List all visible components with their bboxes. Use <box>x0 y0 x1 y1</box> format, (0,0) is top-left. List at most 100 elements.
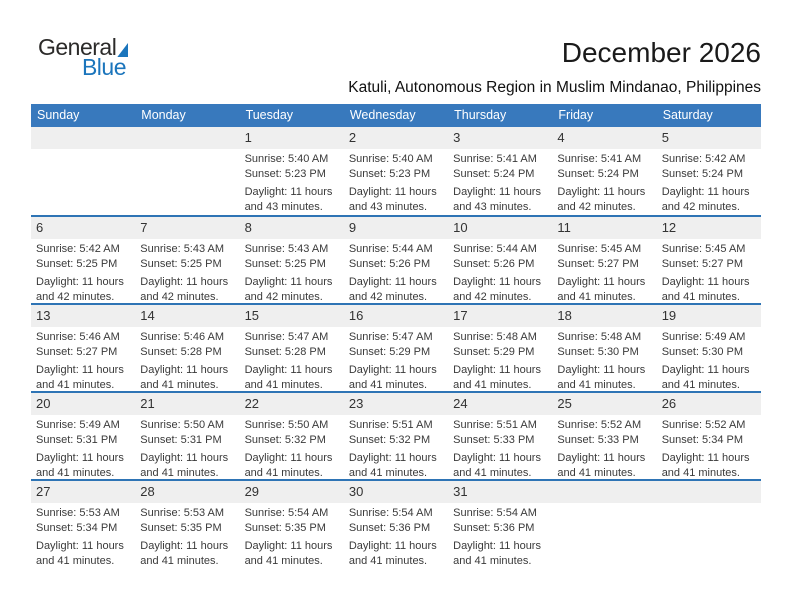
daylight-text: Daylight: 11 hours and 41 minutes. <box>349 451 444 481</box>
logo-triangle-icon <box>117 43 128 57</box>
sunrise-text: Sunrise: 5:50 AM <box>140 419 225 431</box>
daylight-line2: and 41 minutes. <box>36 467 115 479</box>
daylight-line1: Daylight: 11 hours <box>244 364 333 376</box>
day-number: 1 <box>244 130 252 145</box>
sun-times: Sunrise: 5:45 AM Sunset: 5:27 PM <box>557 242 652 272</box>
day-cell: Sunrise: 5:50 AM Sunset: 5:32 PM Daylight:… <box>240 415 344 481</box>
day-number: 15 <box>244 308 260 323</box>
daylight-text: Daylight: 11 hours and 42 minutes. <box>36 275 131 305</box>
daylight-line1: Daylight: 11 hours <box>140 540 229 552</box>
day-cell: Sunrise: 5:48 AM Sunset: 5:29 PM Daylight:… <box>448 327 552 393</box>
daylight-text: Daylight: 11 hours and 42 minutes. <box>453 275 548 305</box>
day-number: 18 <box>557 308 572 323</box>
day-cell: Sunrise: 5:42 AM Sunset: 5:25 PM Daylight:… <box>31 239 135 305</box>
day-number: 11 <box>557 220 571 235</box>
day-cell: Sunrise: 5:40 AM Sunset: 5:23 PM Daylight:… <box>344 149 448 215</box>
general-blue-logo: General Blue <box>38 34 128 80</box>
daylight-line1: Daylight: 11 hours <box>453 276 541 288</box>
sun-times: Sunrise: 5:50 AM Sunset: 5:31 PM <box>140 418 235 448</box>
sun-times: Sunrise: 5:49 AM Sunset: 5:31 PM <box>36 418 131 448</box>
sunset-text: Sunset: 5:33 PM <box>453 434 535 446</box>
daylight-line1: Daylight: 11 hours <box>453 540 541 552</box>
weekday-header-saturday: Saturday <box>662 108 713 122</box>
daylight-line2: and 43 minutes. <box>244 201 323 213</box>
sunrise-text: Sunrise: 5:51 AM <box>348 419 433 431</box>
daylight-line2: and 41 minutes. <box>140 379 219 391</box>
sunset-text: Sunset: 5:32 PM <box>244 434 326 446</box>
daylight-line2: and 41 minutes. <box>36 555 115 567</box>
day-number: 17 <box>453 308 468 323</box>
sunset-text: Sunset: 5:33 PM <box>557 434 639 446</box>
day-number: 9 <box>348 220 357 235</box>
daylight-line2: and 41 minutes. <box>557 291 636 303</box>
daylight-line1: Daylight: 11 hours <box>661 364 750 376</box>
daylight-line2: and 41 minutes. <box>36 379 115 391</box>
daylight-line1: Daylight: 11 hours <box>557 276 646 288</box>
sun-times: Sunrise: 5:54 AM Sunset: 5:35 PM <box>245 506 340 536</box>
sun-times: Sunrise: 5:40 AM Sunset: 5:23 PM <box>245 152 340 182</box>
daylight-line2: and 41 minutes. <box>244 467 323 479</box>
daylight-text: Daylight: 11 hours and 41 minutes. <box>36 539 131 569</box>
sunrise-text: Sunrise: 5:40 AM <box>348 153 433 165</box>
daylight-text: Daylight: 11 hours and 41 minutes. <box>349 539 444 569</box>
sunrise-text: Sunrise: 5:52 AM <box>661 419 746 431</box>
sun-times: Sunrise: 5:54 AM Sunset: 5:36 PM <box>453 506 548 536</box>
calendar-week-row: 27 28 29 30 31 Sunrise: 5:53 AM Sunset: 5:34 P… <box>31 479 761 567</box>
daylight-text: Daylight: 11 hours and 41 minutes. <box>557 451 652 481</box>
sunset-text: Sunset: 5:24 PM <box>453 168 535 180</box>
day-cell: Sunrise: 5:49 AM Sunset: 5:30 PM Daylight:… <box>657 327 761 393</box>
empty-day-number <box>31 127 135 149</box>
daylight-line1: Daylight: 11 hours <box>348 276 437 288</box>
daylight-text: Daylight: 11 hours and 41 minutes. <box>453 363 548 393</box>
logo-line1: General <box>38 34 128 60</box>
sun-times: Sunrise: 5:54 AM Sunset: 5:36 PM <box>349 506 444 536</box>
sunrise-text: Sunrise: 5:43 AM <box>140 243 225 255</box>
daylight-line2: and 41 minutes. <box>453 555 532 567</box>
day-cell: Sunrise: 5:54 AM Sunset: 5:36 PM Daylight:… <box>448 503 552 569</box>
sunrise-text: Sunrise: 5:42 AM <box>36 243 120 255</box>
daylight-text: Daylight: 11 hours and 41 minutes. <box>662 275 757 305</box>
daylight-line1: Daylight: 11 hours <box>36 540 124 552</box>
day-number: 16 <box>348 308 364 323</box>
logo-word-blue: Blue <box>81 54 127 80</box>
daylight-line2: and 41 minutes. <box>348 379 428 391</box>
day-cell: Sunrise: 5:41 AM Sunset: 5:24 PM Daylight:… <box>448 149 552 215</box>
daylight-line2: and 43 minutes. <box>453 201 532 213</box>
daylight-text: Daylight: 11 hours and 42 minutes. <box>245 275 340 305</box>
daylight-line2: and 41 minutes. <box>453 379 532 391</box>
day-number-strip: 13 14 15 16 17 18 19 <box>31 305 761 327</box>
sunset-text: Sunset: 5:27 PM <box>36 346 118 358</box>
daylight-text: Daylight: 11 hours and 41 minutes. <box>140 363 235 393</box>
daylight-text: Daylight: 11 hours and 41 minutes. <box>453 539 548 569</box>
day-cell: Sunrise: 5:40 AM Sunset: 5:23 PM Daylight:… <box>240 149 344 215</box>
sunrise-text: Sunrise: 5:48 AM <box>557 331 642 343</box>
sunset-text: Sunset: 5:30 PM <box>557 346 639 358</box>
sun-times: Sunrise: 5:47 AM Sunset: 5:29 PM <box>349 330 444 360</box>
weekday-header-monday: Monday <box>141 108 186 122</box>
sun-times: Sunrise: 5:48 AM Sunset: 5:29 PM <box>453 330 548 360</box>
calendar-week-row: 13 14 15 16 17 18 19 Sunrise: 5:46 AM Sunset: 5:… <box>31 303 761 391</box>
sunset-text: Sunset: 5:30 PM <box>661 346 744 358</box>
day-number: 27 <box>36 484 51 499</box>
day-number: 29 <box>244 484 260 499</box>
calendar-week-row: 6 7 8 9 10 11 12 Sunrise: 5:42 AM Sunset: 5:25 P… <box>31 215 761 303</box>
daylight-line1: Daylight: 11 hours <box>661 276 750 288</box>
sunset-text: Sunset: 5:35 PM <box>140 522 222 534</box>
sunrise-text: Sunrise: 5:44 AM <box>348 243 433 255</box>
sunset-text: Sunset: 5:36 PM <box>453 522 535 534</box>
sunset-text: Sunset: 5:32 PM <box>348 434 431 446</box>
sunrise-text: Sunrise: 5:54 AM <box>348 507 433 519</box>
calendar-week-row: 1 2 3 4 5 Sunrise: 5:40 AM Sunset: 5:23 PM Dayl… <box>31 127 761 215</box>
day-number: 20 <box>36 396 51 411</box>
empty-day-cell <box>552 503 656 569</box>
sun-times: Sunrise: 5:41 AM Sunset: 5:24 PM <box>453 152 548 182</box>
sun-times: Sunrise: 5:49 AM Sunset: 5:30 PM <box>662 330 757 360</box>
daylight-line1: Daylight: 11 hours <box>557 186 646 198</box>
daylight-text: Daylight: 11 hours and 42 minutes. <box>662 185 757 215</box>
day-number-strip: 1 2 3 4 5 <box>31 127 761 149</box>
day-cell: Sunrise: 5:47 AM Sunset: 5:28 PM Daylight:… <box>240 327 344 393</box>
daylight-text: Daylight: 11 hours and 41 minutes. <box>453 451 548 481</box>
sun-times: Sunrise: 5:51 AM Sunset: 5:32 PM <box>349 418 444 448</box>
day-number-strip: 6 7 8 9 10 11 12 <box>31 217 761 239</box>
sunset-text: Sunset: 5:23 PM <box>244 168 326 180</box>
